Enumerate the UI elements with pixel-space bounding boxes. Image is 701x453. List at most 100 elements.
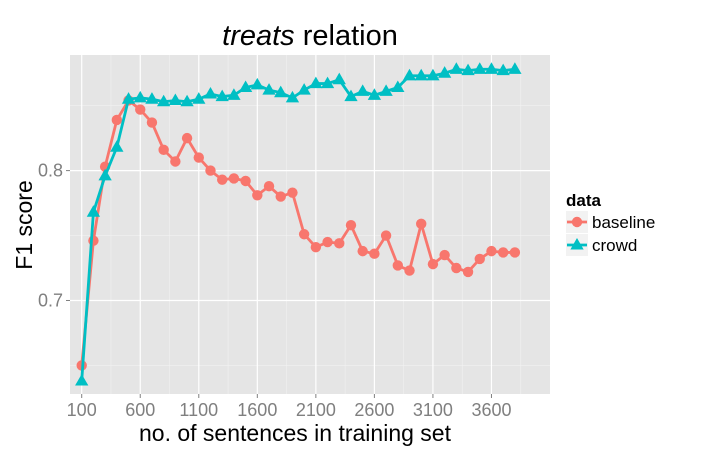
chart-title-italic: treats [222,20,295,52]
y-axis-title: F1 score [11,180,37,269]
data-point-baseline [88,235,99,246]
data-point-crowd [356,84,370,96]
legend-label-crowd: crowd [592,236,637,255]
legend-title: data [566,191,602,210]
x-tick-label: 3100 [413,400,453,420]
data-point-crowd [274,85,288,98]
data-point-crowd [75,374,89,386]
data-point-baseline [497,247,509,258]
data-point-crowd [227,88,241,100]
legend-marker-baseline [571,216,583,228]
data-point-crowd [449,62,463,74]
y-tick-label: 0.7 [38,290,63,310]
data-point-crowd [215,89,229,102]
data-point-baseline [345,219,357,231]
data-point-baseline [509,247,521,258]
data-point-crowd [367,88,382,100]
data-point-baseline [369,248,380,259]
data-point-baseline [392,260,404,271]
legend-marker-crowd [570,238,584,250]
data-point-crowd [344,89,358,102]
legend-keys [567,216,587,250]
x-tick-label: 2600 [354,400,394,420]
data-point-crowd [437,66,452,78]
data-point-crowd [379,84,393,96]
x-tick-label: 100 [67,400,97,420]
data-point-baseline [146,117,158,128]
x-tick-label: 1100 [179,400,218,420]
data-point-baseline [205,165,216,176]
chart-title-rest: relation [295,20,398,52]
x-axis-ticks: 100 600 1100 1600 2100 2600 3100 3600 [67,394,511,420]
y-axis-ticks: 0.7 0.8 [38,161,70,310]
series-crowd [75,62,522,386]
x-tick-label: 3600 [471,400,511,420]
data-point-crowd [133,90,147,103]
data-point-baseline [334,238,345,249]
data-point-crowd [414,68,428,81]
data-point-crowd [145,92,159,104]
data-point-baseline [310,242,322,253]
series-layer [75,62,522,386]
data-point-baseline [451,262,462,274]
data-point-crowd [262,83,276,95]
series-baseline [76,95,521,371]
data-point-baseline [474,253,485,265]
data-point-baseline [170,156,181,167]
x-axis-title: no. of sentences in training set [139,420,452,446]
data-point-crowd [285,90,300,103]
data-point-crowd [426,68,440,81]
data-point-baseline [193,152,204,163]
data-point-baseline [427,258,439,270]
data-point-crowd [473,62,487,74]
data-point-crowd [238,80,253,93]
data-point-baseline [322,236,333,248]
data-point-crowd [484,62,499,74]
minor-gridlines [70,55,550,394]
data-point-crowd [297,83,311,95]
data-point-crowd [391,80,405,93]
data-point-baseline [263,180,275,192]
data-point-baseline [135,104,146,115]
data-point-crowd [121,92,136,104]
plot-panel [70,55,550,394]
data-point-crowd [98,168,112,181]
chart-title: treats relation [222,20,398,52]
data-point-crowd [203,86,218,99]
data-point-baseline [380,230,392,241]
data-point-crowd [110,140,124,152]
data-point-crowd [309,76,323,89]
data-point-crowd [332,72,346,85]
y-tick-label: 0.8 [38,161,63,181]
data-point-crowd [320,76,335,89]
data-point-baseline [181,132,193,144]
x-tick-label: 2100 [296,400,336,420]
data-point-baseline [158,144,169,156]
data-point-baseline [287,187,298,198]
data-point-baseline [216,174,228,185]
x-tick-label: 1600 [237,400,277,420]
data-point-crowd [157,94,171,107]
data-point-crowd [250,77,264,90]
x-tick-label: 600 [125,400,155,420]
data-point-crowd [180,94,194,107]
data-point-baseline [439,249,450,261]
legend-label-baseline: baseline [592,213,655,232]
data-point-crowd [402,68,417,81]
major-gridlines [70,55,550,394]
data-point-baseline [462,266,474,278]
data-point-baseline [486,245,497,257]
legend: data baseline crowd [566,191,655,256]
data-point-baseline [240,175,251,187]
data-point-crowd [168,93,183,106]
data-point-crowd [461,63,475,76]
data-point-baseline [111,114,123,126]
data-point-baseline [416,218,427,230]
data-point-baseline [404,265,415,276]
data-point-crowd [86,205,101,217]
data-point-baseline [298,229,310,240]
data-point-baseline [275,191,286,202]
data-point-crowd [192,92,206,104]
data-point-crowd [508,62,522,74]
